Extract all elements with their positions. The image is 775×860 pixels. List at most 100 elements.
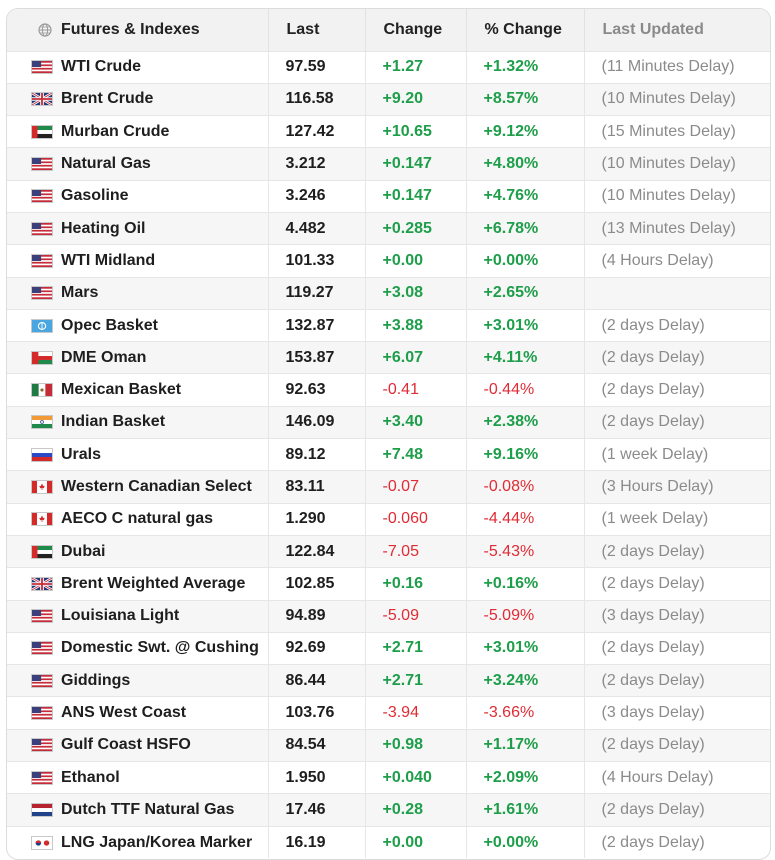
instrument-cell[interactable]: LNG Japan/Korea Marker [7,825,269,859]
instrument-cell[interactable]: ANS West Coast [7,696,269,730]
instrument-cell[interactable]: Urals [7,438,269,471]
table-row[interactable]: Gulf Coast HSFO 84.54 +0.98 +1.17% (2 days D… [7,728,770,762]
table-row[interactable]: Gasoline 3.246 +0.147 +4.76% (10 Minutes Del… [7,179,770,213]
instrument-name[interactable]: Natural Gas [61,155,151,173]
instrument-name[interactable]: Murban Crude [61,122,170,140]
last-price: 122.84 [268,534,366,568]
table-row[interactable]: Murban Crude 127.42 +10.65 +9.12% (15 Minute… [7,115,770,148]
table-row[interactable]: Western Canadian Select 83.11 -0.07 -0.08%(… [7,470,770,504]
table-row[interactable]: WTI Crude 97.59 +1.27 +1.32% (11 Minutes Del… [7,50,770,84]
instrument-name[interactable]: Gasoline [61,187,129,205]
instrument-cell[interactable]: Heating Oil [7,211,269,245]
table-row[interactable]: Heating Oil 4.482 +0.285 +6.78% (13 Minutes … [7,211,770,245]
instrument-name[interactable]: Giddings [61,671,131,689]
table-row[interactable]: LNG Japan/Korea Marker 16.19 +0.00 +0.00% (2… [7,825,770,859]
table-row[interactable]: WTI Midland 101.33 +0.00 +0.00% (4 Hours Del… [7,244,770,278]
table-row[interactable]: Domestic Swt. @ Cushing 92.69 +2.71 +3.01%(… [7,631,770,665]
instrument-name[interactable]: Mars [61,284,99,302]
last-price: 101.33 [268,244,366,278]
instrument-name[interactable]: Western Canadian Select [61,478,252,495]
instrument-name[interactable]: AECO C natural gas [61,510,214,528]
instrument-name[interactable]: Gulf Coast HSFO [61,736,191,754]
table-row[interactable]: Natural Gas 3.212 +0.147 +4.80% (10 Minutes … [7,147,770,181]
last-updated-value: (4 Hours Delay) [584,761,770,794]
instrument-cell[interactable]: Murban Crude [7,115,269,148]
table-row[interactable]: AECO C natural gas 1.290 -0.060 -4.44% (1 we… [7,502,770,536]
instrument-cell[interactable]: Giddings [7,664,269,697]
instrument-name[interactable]: Urals [61,445,102,463]
table-row[interactable]: Brent Weighted Average 102.85 +0.16 +0.16%(… [7,567,770,601]
instrument-name[interactable]: Louisiana Light [61,607,180,625]
pct-change-value: +0.00% [466,244,585,278]
instrument-cell[interactable]: Brent Crude [7,82,269,116]
table-row[interactable]: Mexican Basket 92.63 -0.41 -0.44% (2 days De… [7,373,770,407]
pct-change-value: +8.57% [466,82,585,116]
table-row[interactable]: Dubai 122.84 -7.05 -5.43% (2 days Delay) [7,534,770,568]
header-pct-change[interactable]: % Change [466,9,585,51]
nl-flag-icon [31,802,53,817]
header-change[interactable]: Change [365,9,467,51]
table-row[interactable]: Ethanol 1.950 +0.040 +2.09% (4 Hours Delay) [7,761,770,794]
instrument-cell[interactable]: Natural Gas [7,147,269,181]
change-value: +2.71 [365,631,467,665]
om-flag-icon [31,350,53,365]
instrument-name[interactable]: Opec Basket [61,316,158,334]
change-value: +3.40 [365,405,467,439]
us-flag-icon [31,641,53,656]
table-row[interactable]: ANS West Coast 103.76 -3.94 -3.66% (3 days D… [7,696,770,730]
table-row[interactable]: Opec Basket 132.87 +3.88 +3.01% (2 days Dela… [7,308,770,342]
instrument-cell[interactable]: Opec Basket [7,308,269,342]
instrument-cell[interactable]: WTI Crude [7,50,269,84]
instrument-name[interactable]: Brent Crude [61,90,154,108]
pct-change-value: -4.44% [466,502,585,536]
pct-change-value: -3.66% [466,696,585,730]
last-updated-value: (1 week Delay) [584,438,770,471]
table-row[interactable]: Dutch TTF Natural Gas 17.46 +0.28 +1.61% (2 … [7,793,770,827]
instrument-name[interactable]: Mexican Basket [61,381,182,399]
instrument-cell[interactable]: AECO C natural gas [7,502,269,536]
us-flag-icon [31,60,53,75]
last-updated-value: (3 days Delay) [584,599,770,633]
header-last[interactable]: Last [268,9,366,51]
instrument-name[interactable]: Dutch TTF Natural Gas [61,800,235,818]
instrument-name[interactable]: ANS West Coast [61,704,187,722]
instrument-name[interactable]: Heating Oil [61,219,146,237]
table-row[interactable]: DME Oman 153.87 +6.07 +4.11% (2 days Delay) [7,341,770,374]
instrument-cell[interactable]: WTI Midland [7,244,269,278]
instrument-cell[interactable]: Domestic Swt. @ Cushing [7,631,269,665]
instrument-name[interactable]: LNG Japan/Korea Marker [61,833,253,851]
futures-table: Futures & Indexes Last Change % Change L… [7,9,770,859]
change-value: +0.00 [365,825,467,859]
last-updated-value: (2 days Delay) [584,308,770,342]
instrument-name[interactable]: Dubai [61,542,106,560]
instrument-name[interactable]: WTI Midland [61,251,156,269]
instrument-name[interactable]: Domestic Swt. @ Cushing [61,639,259,657]
table-row[interactable]: Brent Crude 116.58 +9.20 +8.57% (10 Minutes … [7,82,770,116]
instrument-name[interactable]: DME Oman [61,348,147,366]
table-row[interactable]: Mars 119.27 +3.08 +2.65% [7,276,770,310]
instrument-cell[interactable]: Indian Basket [7,405,269,439]
instrument-name[interactable]: Indian Basket [61,413,166,431]
instrument-cell[interactable]: Brent Weighted Average [7,567,269,601]
instrument-cell[interactable]: Dubai [7,534,269,568]
header-name[interactable]: Futures & Indexes [7,9,269,51]
instrument-cell[interactable]: Gulf Coast HSFO [7,728,269,762]
table-row[interactable]: Louisiana Light 94.89 -5.09 -5.09% (3 days D… [7,599,770,633]
instrument-cell[interactable]: Western Canadian Select [7,470,269,504]
instrument-cell[interactable]: Gasoline [7,179,269,213]
last-price: 146.09 [268,405,366,439]
last-updated-value: (15 Minutes Delay) [584,115,770,148]
instrument-cell[interactable]: DME Oman [7,341,269,374]
instrument-name[interactable]: WTI Crude [61,58,141,76]
instrument-cell[interactable]: Dutch TTF Natural Gas [7,793,269,827]
instrument-name[interactable]: Brent Weighted Average [61,574,246,592]
instrument-cell[interactable]: Mexican Basket [7,373,269,407]
instrument-cell[interactable]: Louisiana Light [7,599,269,633]
header-last-updated[interactable]: Last Updated [584,9,770,51]
table-row[interactable]: Indian Basket 146.09 +3.40 +2.38% (2 days De… [7,405,770,439]
table-row[interactable]: Giddings 86.44 +2.71 +3.24% (2 days Delay) [7,664,770,697]
instrument-name[interactable]: Ethanol [61,768,120,786]
table-row[interactable]: Urals 89.12 +7.48 +9.16% (1 week Delay) [7,438,770,471]
instrument-cell[interactable]: Ethanol [7,761,269,794]
instrument-cell[interactable]: Mars [7,276,269,310]
